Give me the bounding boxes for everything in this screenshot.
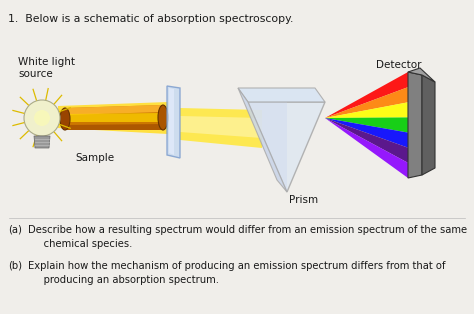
Polygon shape: [325, 118, 408, 163]
Text: (a): (a): [8, 225, 22, 235]
Polygon shape: [65, 124, 163, 130]
Text: Describe how a resulting spectrum would differ from an emission spectrum of the : Describe how a resulting spectrum would …: [28, 225, 467, 249]
Polygon shape: [34, 136, 50, 148]
Ellipse shape: [60, 108, 70, 130]
Circle shape: [34, 110, 50, 126]
Polygon shape: [325, 118, 408, 148]
Polygon shape: [238, 88, 325, 102]
Polygon shape: [325, 117, 408, 133]
Polygon shape: [180, 116, 262, 138]
Text: Detector: Detector: [376, 60, 421, 70]
Polygon shape: [68, 113, 160, 122]
Circle shape: [24, 100, 60, 136]
Ellipse shape: [158, 105, 168, 130]
Polygon shape: [180, 108, 262, 148]
Text: Sample: Sample: [75, 153, 114, 163]
Polygon shape: [248, 102, 287, 192]
Polygon shape: [325, 87, 408, 118]
Polygon shape: [65, 105, 163, 130]
Polygon shape: [408, 72, 422, 178]
Text: 1.  Below is a schematic of absorption spectroscopy.: 1. Below is a schematic of absorption sp…: [8, 14, 293, 24]
Text: Prism: Prism: [289, 195, 318, 205]
Polygon shape: [325, 102, 408, 118]
Text: White light
source: White light source: [18, 57, 75, 78]
Polygon shape: [408, 68, 435, 82]
Polygon shape: [167, 86, 180, 158]
Text: (b): (b): [8, 261, 22, 271]
Polygon shape: [65, 105, 163, 115]
Polygon shape: [325, 118, 408, 178]
Polygon shape: [169, 88, 174, 155]
Polygon shape: [422, 75, 435, 175]
Polygon shape: [248, 102, 325, 192]
Text: Explain how the mechanism of producing an emission spectrum differs from that of: Explain how the mechanism of producing a…: [28, 261, 446, 285]
Polygon shape: [238, 88, 287, 192]
Polygon shape: [325, 72, 408, 118]
Polygon shape: [58, 102, 168, 134]
